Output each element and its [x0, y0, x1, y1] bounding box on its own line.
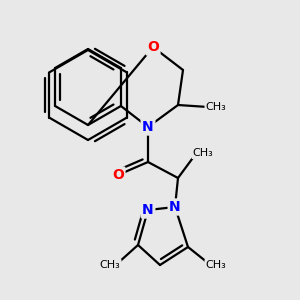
- Text: CH₃: CH₃: [206, 102, 226, 112]
- Text: O: O: [112, 168, 124, 182]
- Text: CH₃: CH₃: [100, 260, 120, 270]
- Text: CH₃: CH₃: [206, 260, 226, 270]
- Text: N: N: [142, 120, 154, 134]
- Text: N: N: [169, 200, 181, 214]
- Text: CH₃: CH₃: [193, 148, 213, 158]
- Text: O: O: [147, 40, 159, 54]
- Text: N: N: [142, 203, 154, 217]
